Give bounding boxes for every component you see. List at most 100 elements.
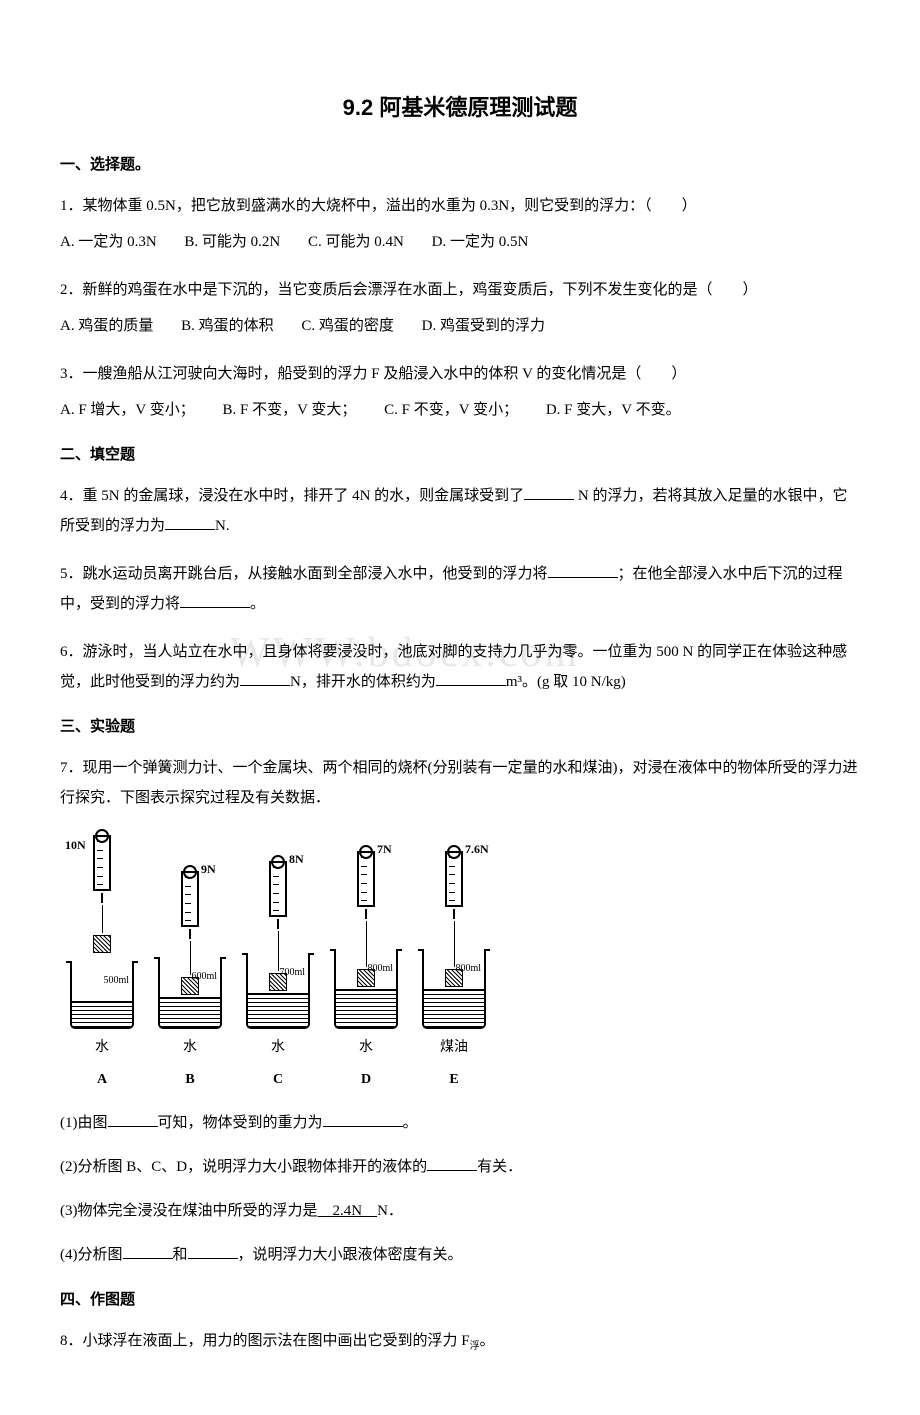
beaker-a-label: 500ml	[103, 971, 129, 991]
wire-icon	[102, 905, 103, 933]
section-4-header: 四、作图题	[60, 1288, 860, 1312]
question-2: 2．新鲜的鸡蛋在水中是下沉的，当它变质后会漂浮在水面上，鸡蛋变质后，下列不发生变…	[60, 275, 860, 341]
reading-b: 9N	[201, 857, 216, 881]
apparatus-b: 9N 600ml 水 B	[158, 871, 222, 1094]
q7-sub3-value: 2.4N	[318, 1203, 378, 1219]
q8-post: 。	[480, 1333, 495, 1349]
hook-icon	[453, 909, 455, 919]
q6-blank-1[interactable]	[240, 671, 290, 686]
q8-subscript: 浮	[470, 1341, 480, 1352]
section-3-header: 三、实验题	[60, 715, 860, 739]
q7-sub3: (3)物体完全浸没在煤油中所受的浮力是 2.4N N．	[60, 1196, 860, 1226]
q7-sub4-post: ，说明浮力大小跟液体密度有关。	[238, 1247, 463, 1263]
q2-text: 2．新鲜的鸡蛋在水中是下沉的，当它变质后会漂浮在水面上，鸡蛋变质后，下列不发生变…	[60, 275, 860, 305]
q8-text: 8．小球浮在液面上，用力的图示法在图中画出它受到的浮力 F	[60, 1333, 470, 1349]
panel-e-letter: E	[449, 1066, 458, 1094]
q7-sub1-blank1[interactable]	[108, 1112, 158, 1127]
question-5: 5．跳水运动员离开跳台后，从接触水面到全部浸入水中，他受到的浮力将；在他全部浸入…	[60, 559, 860, 619]
q5-blank-1[interactable]	[548, 563, 618, 578]
q7-text: 7．现用一个弹簧测力计、一个金属块、两个相同的烧杯(分别装有一定量的水和煤油)，…	[60, 753, 860, 813]
q7-sub1-mid: 可知，物体受到的重力为	[158, 1115, 323, 1131]
liquid-d: 水	[359, 1034, 373, 1062]
beaker-b-label: 600ml	[191, 967, 217, 987]
apparatus-d: 7N 800ml 水 D	[334, 851, 398, 1094]
spring-scale-icon	[93, 835, 111, 891]
q7-sub4: (4)分析图 和 ，说明浮力大小跟液体密度有关。	[60, 1240, 860, 1270]
beaker-c-label: 700ml	[279, 963, 305, 983]
beaker-b-icon: 600ml	[158, 957, 222, 1029]
panel-b-letter: B	[185, 1066, 194, 1094]
q7-sub4-mid: 和	[173, 1247, 188, 1263]
spring-scale-icon	[445, 851, 463, 907]
liquid-e: 煤油	[440, 1034, 468, 1062]
reading-a: 10N	[65, 833, 86, 857]
q7-sub1: (1)由图可知，物体受到的重力为。	[60, 1108, 860, 1138]
q2-opt-c: C. 鸡蛋的密度	[301, 311, 394, 341]
q1-opt-b: B. 可能为 0.2N	[184, 227, 280, 257]
q3-opt-a: A. F 增大，V 变小；	[60, 395, 195, 425]
q2-opt-d: D. 鸡蛋受到的浮力	[422, 311, 545, 341]
beaker-e-icon: 800ml	[422, 949, 486, 1029]
hook-icon	[277, 919, 279, 929]
q5-blank-2[interactable]	[180, 593, 250, 608]
q5-pre: 5．跳水运动员离开跳台后，从接触水面到全部浸入水中，他受到的浮力将	[60, 566, 548, 582]
q1-text: 1．某物体重 0.5N，把它放到盛满水的大烧杯中，溢出的水重为 0.3N，则它受…	[60, 191, 860, 221]
q7-sub4-pre: (4)分析图	[60, 1247, 123, 1263]
question-1: 1．某物体重 0.5N，把它放到盛满水的大烧杯中，溢出的水重为 0.3N，则它受…	[60, 191, 860, 257]
question-6: 6．游泳时，当人站立在水中，且身体将要浸没时，池底对脚的支持力几乎为零。一位重为…	[60, 637, 860, 697]
spring-scale-icon	[357, 851, 375, 907]
panel-a-letter: A	[97, 1066, 107, 1094]
metal-block-icon	[93, 935, 111, 953]
panel-c-letter: C	[273, 1066, 283, 1094]
q5-post: 。	[250, 596, 265, 612]
section-2-header: 二、填空题	[60, 443, 860, 467]
q7-sub3-pre: (3)物体完全浸没在煤油中所受的浮力是	[60, 1203, 318, 1219]
q3-text: 3．一艘渔船从江河驶向大海时，船受到的浮力 F 及船浸入水中的体积 V 的变化情…	[60, 359, 860, 389]
q2-opt-b: B. 鸡蛋的体积	[181, 311, 274, 341]
q7-sub4-blank1[interactable]	[123, 1244, 173, 1259]
question-4: 4．重 5N 的金属球，浸没在水中时，排开了 4N 的水，则金属球受到了 N 的…	[60, 481, 860, 541]
liquid-b: 水	[183, 1034, 197, 1062]
spring-scale-icon	[181, 871, 199, 927]
q2-opt-a: A. 鸡蛋的质量	[60, 311, 153, 341]
q7-figure-row: 10N 500ml 水 A 9N	[60, 835, 860, 1094]
beaker-d-label: 800ml	[367, 959, 393, 979]
q3-opt-c: C. F 不变，V 变小；	[384, 395, 518, 425]
water-c-icon	[248, 993, 308, 1027]
q7-sub2: (2)分析图 B、C、D，说明浮力大小跟物体排开的液体的有关．	[60, 1152, 860, 1182]
q4-blank-1[interactable]	[524, 485, 574, 500]
q4-post: N.	[215, 518, 230, 534]
q1-opt-c: C. 可能为 0.4N	[308, 227, 404, 257]
water-b-icon	[160, 997, 220, 1027]
q7-sub4-blank2[interactable]	[188, 1244, 238, 1259]
q6-mid: N，排开水的体积约为	[290, 674, 436, 690]
water-d-icon	[336, 989, 396, 1027]
q1-options: A. 一定为 0.3N B. 可能为 0.2N C. 可能为 0.4N D. 一…	[60, 227, 860, 257]
q4-blank-2[interactable]	[165, 515, 215, 530]
question-7: 7．现用一个弹簧测力计、一个金属块、两个相同的烧杯(分别装有一定量的水和煤油)，…	[60, 753, 860, 1270]
q7-sub2-blank[interactable]	[427, 1156, 477, 1171]
panel-d-letter: D	[361, 1066, 371, 1094]
reading-e: 7.6N	[465, 837, 489, 861]
beaker-a-icon: 500ml	[70, 961, 134, 1029]
q3-options: A. F 增大，V 变小； B. F 不变，V 变大； C. F 不变，V 变小…	[60, 395, 860, 425]
section-1-header: 一、选择题。	[60, 153, 860, 177]
q7-sub3-post: N．	[377, 1203, 403, 1219]
q7-sub1-pre: (1)由图	[60, 1115, 108, 1131]
reading-d: 7N	[377, 837, 392, 861]
q6-blank-2[interactable]	[436, 671, 506, 686]
question-3: 3．一艘渔船从江河驶向大海时，船受到的浮力 F 及船浸入水中的体积 V 的变化情…	[60, 359, 860, 425]
q3-opt-d: D. F 变大，V 不变。	[546, 395, 681, 425]
hook-icon	[189, 929, 191, 939]
q7-sub1-blank2[interactable]	[323, 1112, 403, 1127]
q3-opt-b: B. F 不变，V 变大；	[223, 395, 357, 425]
reading-c: 8N	[289, 847, 304, 871]
q7-sub2-post: 有关．	[477, 1159, 522, 1175]
beaker-c-icon: 700ml	[246, 953, 310, 1029]
water-a-icon	[72, 1001, 132, 1027]
q1-opt-d: D. 一定为 0.5N	[432, 227, 529, 257]
liquid-c: 水	[271, 1034, 285, 1062]
page-title: 9.2 阿基米德原理测试题	[60, 90, 860, 125]
question-8: 8．小球浮在液面上，用力的图示法在图中画出它受到的浮力 F浮。	[60, 1326, 860, 1357]
liquid-a: 水	[95, 1034, 109, 1062]
